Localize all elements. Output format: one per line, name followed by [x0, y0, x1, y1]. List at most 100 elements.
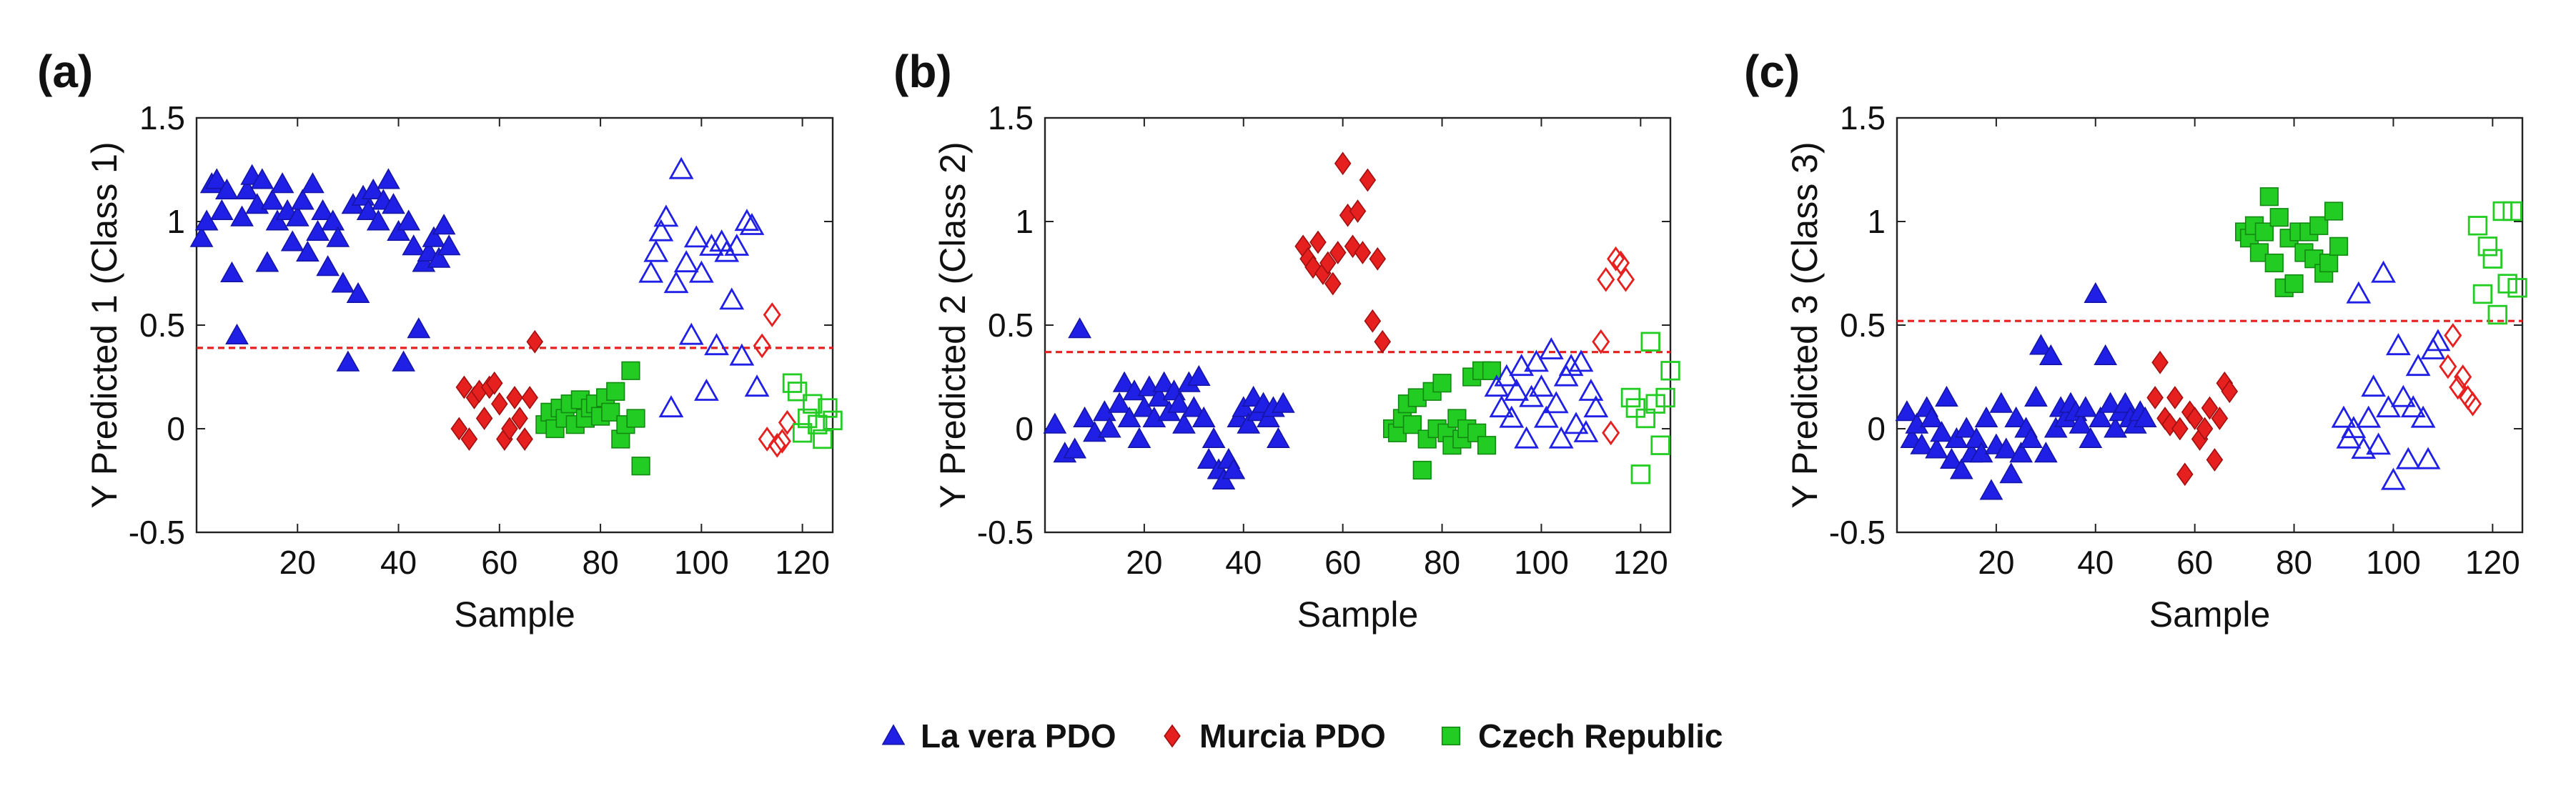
data-point — [1467, 423, 1487, 442]
x-tick-label: 100 — [2366, 544, 2421, 581]
data-point — [1533, 405, 1559, 428]
x-tick-label: 20 — [1126, 544, 1162, 581]
series-murcia-pdo — [2146, 350, 2239, 487]
data-point — [2395, 447, 2421, 469]
x-tick-label: 100 — [674, 544, 729, 581]
data-point — [1548, 426, 1574, 449]
data-point — [2356, 405, 2382, 428]
data-point — [2201, 396, 2219, 420]
data-point — [648, 219, 674, 242]
data-point — [265, 209, 289, 231]
x-tick-label: 40 — [1225, 544, 1262, 581]
data-point — [744, 374, 770, 397]
data-point — [2171, 417, 2189, 441]
data-point — [306, 219, 330, 242]
panel-label: (a) — [37, 46, 93, 97]
data-point — [521, 386, 538, 409]
data-point — [402, 234, 426, 256]
data-point — [235, 178, 259, 200]
series-murcia-pdo-validation- — [2439, 323, 2482, 417]
data-point — [316, 255, 340, 277]
data-point — [1063, 437, 1087, 459]
data-point — [491, 392, 508, 416]
data-point — [2331, 405, 2357, 428]
data-point — [2390, 384, 2416, 407]
legend-label: Czech Republic — [1478, 717, 1723, 755]
series-la-vera-pdo — [1895, 282, 2157, 500]
data-point — [763, 302, 781, 327]
data-point — [215, 178, 239, 200]
data-point — [290, 189, 314, 210]
data-point — [2464, 391, 2482, 417]
data-point — [1197, 447, 1221, 469]
data-point — [296, 240, 319, 262]
data-point — [1635, 408, 1655, 429]
data-point — [387, 219, 410, 242]
data-point — [506, 386, 523, 409]
data-point — [1412, 460, 1432, 480]
series-la-vera-pdo — [1043, 317, 1295, 490]
data-point — [1359, 168, 1377, 192]
data-point — [1489, 395, 1515, 418]
data-point — [2346, 281, 2372, 304]
data-point — [2507, 278, 2527, 298]
data-point — [2472, 284, 2493, 304]
data-point — [2284, 274, 2304, 294]
x-tick-label: 80 — [1424, 544, 1460, 581]
series-la-vera-pdo — [189, 164, 461, 372]
data-point — [2069, 412, 2093, 434]
data-point — [1989, 392, 2013, 413]
data-point — [758, 427, 776, 452]
y-tick-label: 0 — [167, 410, 185, 447]
data-point — [336, 350, 360, 372]
data-point — [2206, 448, 2224, 472]
data-point — [643, 239, 669, 262]
data-point — [2444, 323, 2462, 348]
data-point — [2400, 395, 2426, 418]
plot-frame — [1044, 116, 1672, 534]
panel-label: (c) — [1744, 46, 1800, 97]
panel-a: (a) -0.5 0 0.5 1 1.5 20 40 60 80 100 120 Sample Y Pre… — [37, 46, 843, 635]
data-point — [739, 212, 765, 235]
data-point — [2196, 417, 2214, 441]
data-point — [422, 226, 446, 247]
data-point — [2044, 417, 2068, 438]
data-point — [668, 156, 694, 179]
data-point — [2249, 243, 2269, 262]
series-czech-republic-validation- — [2467, 201, 2527, 325]
data-point — [2492, 201, 2512, 222]
data-point — [1563, 412, 1589, 434]
data-point — [638, 260, 664, 283]
y-tick-label: -0.5 — [977, 514, 1034, 551]
data-point — [2425, 329, 2451, 352]
data-point — [1232, 396, 1256, 417]
data-point — [321, 209, 345, 231]
data-point — [250, 168, 274, 189]
data-point — [2009, 442, 2033, 463]
data-point — [1583, 395, 1609, 418]
data-point — [2166, 386, 2184, 409]
data-point — [719, 287, 745, 310]
data-point — [280, 230, 304, 252]
data-point — [1271, 392, 1295, 413]
data-point — [194, 209, 219, 231]
data-point — [2361, 374, 2387, 397]
series-czech-republic — [1383, 361, 1502, 480]
data-point — [377, 168, 400, 189]
legend-label: Murcia PDO — [1199, 717, 1386, 755]
data-point — [2351, 437, 2377, 459]
data-point — [694, 378, 719, 401]
data-point — [1514, 426, 1540, 449]
data-point — [356, 199, 380, 221]
data-point — [1132, 396, 1156, 417]
data-point — [2019, 427, 2043, 449]
y-tick-label: 1 — [167, 203, 185, 240]
data-point — [1329, 241, 1347, 264]
data-point — [1334, 151, 1352, 176]
series-czech-republic-validation- — [782, 373, 843, 449]
x-tick-label: 100 — [1514, 544, 1569, 581]
data-point — [2449, 374, 2467, 400]
y-tick-label: -0.5 — [129, 514, 185, 551]
data-point — [1524, 349, 1549, 372]
data-point — [1573, 419, 1599, 442]
